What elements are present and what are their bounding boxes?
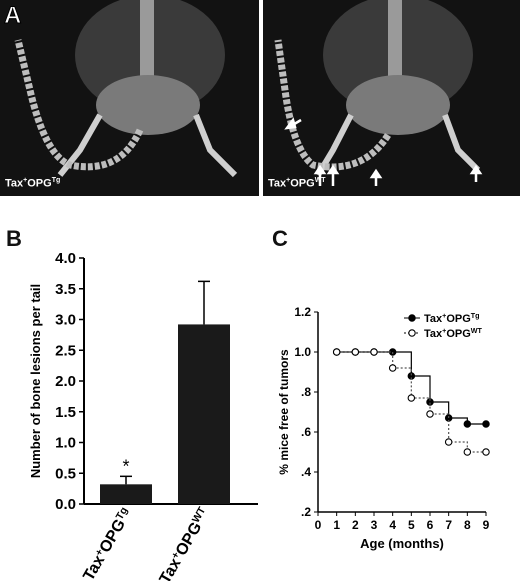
panel-label-a: A (3, 2, 22, 30)
xray-illustration (274, 0, 483, 186)
y-tick-label: 0.5 (55, 465, 76, 482)
x-tick-label: 1 (333, 518, 340, 532)
x-tick-label: 0 (315, 518, 322, 532)
data-point (482, 448, 490, 456)
data-point (482, 420, 490, 428)
legend-marker (408, 329, 416, 337)
data-point (463, 448, 472, 456)
y-tick-label: 1.0 (294, 345, 311, 359)
y-tick-label: 2.0 (55, 373, 76, 390)
data-point (370, 348, 378, 356)
series-line (336, 351, 486, 425)
xray-image-tax-opg-wt: Tax+OPGWT (263, 0, 520, 196)
legend-label: Tax+OPGWT (424, 327, 483, 340)
data-point (332, 348, 341, 356)
x-tick-label: 7 (445, 518, 452, 532)
x-tick-label: 4 (389, 518, 396, 532)
y-tick-label: 2.5 (55, 342, 76, 359)
xray-illustration (14, 0, 238, 178)
data-point (444, 438, 453, 446)
y-tick-label: 3.0 (55, 312, 76, 329)
data-point (388, 364, 397, 372)
x-tick-label: 2 (352, 518, 359, 532)
x-tick-label: 3 (371, 518, 378, 532)
xray-caption-right: Tax+OPGWT (268, 177, 326, 190)
x-axis-label: Age (months) (360, 536, 444, 551)
legend-marker (408, 314, 416, 322)
y-tick-label: 1.2 (294, 305, 311, 319)
bar (100, 484, 152, 504)
xray-image-tax-opg-tg: Tax+OPGTg (0, 0, 259, 196)
x-tick-label: Tax+OPGWT (156, 505, 214, 581)
x-tick-label: 6 (427, 518, 434, 532)
y-tick-label: .8 (301, 385, 311, 399)
data-point (426, 410, 434, 418)
significance-marker: * (122, 456, 129, 476)
data-point (351, 348, 360, 356)
x-tick-label: Tax+OPGTg (80, 505, 136, 581)
bar (178, 324, 230, 504)
y-tick-label: 3.5 (55, 281, 76, 298)
x-tick-label: 9 (483, 518, 490, 532)
data-point (407, 394, 416, 402)
data-point (463, 420, 472, 428)
panel-label-b: B (6, 226, 22, 251)
x-tick-label: 8 (464, 518, 471, 532)
y-tick-label: 1.0 (55, 435, 76, 452)
xray-caption-left: Tax+OPGTg (5, 177, 61, 190)
y-tick-label: .2 (301, 505, 311, 519)
lesion-arrows (284, 117, 483, 186)
y-tick-label: .6 (301, 425, 311, 439)
y-tick-label: 4.0 (55, 250, 76, 267)
y-tick-label: 0.0 (55, 496, 76, 513)
legend-label: Tax+OPGTg (424, 312, 480, 325)
y-axis-label: Number of bone lesions per tail (28, 284, 43, 478)
panel-label-c: C (272, 226, 288, 251)
y-tick-label: .4 (301, 465, 311, 479)
y-axis-label: % mice free of tumors (277, 349, 291, 475)
x-tick-label: 5 (408, 518, 415, 532)
y-tick-label: 1.5 (55, 404, 76, 421)
